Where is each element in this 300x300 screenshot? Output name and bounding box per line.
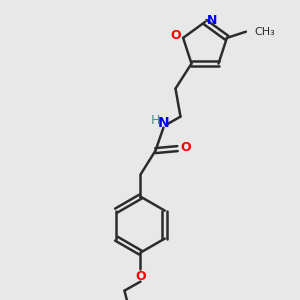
Text: CH₃: CH₃ — [254, 27, 274, 37]
Text: H: H — [151, 114, 160, 127]
Text: O: O — [135, 270, 146, 283]
Text: N: N — [207, 14, 217, 26]
Text: O: O — [180, 141, 191, 154]
Text: N: N — [158, 116, 169, 130]
Text: O: O — [171, 29, 182, 42]
